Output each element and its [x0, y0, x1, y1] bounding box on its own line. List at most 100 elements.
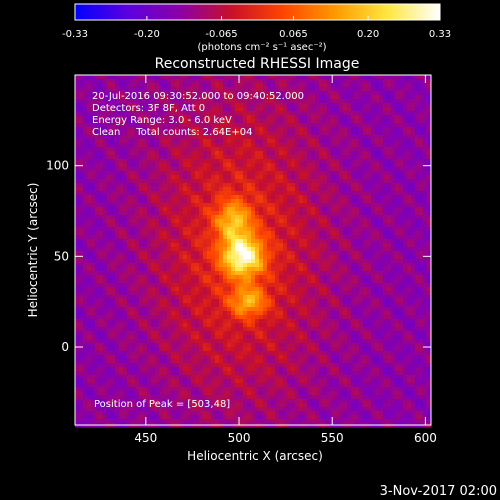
heatmap-pixel	[403, 187, 408, 192]
heatmap-pixel	[399, 103, 404, 108]
heatmap-pixel	[275, 87, 280, 92]
heatmap-pixel	[83, 243, 88, 248]
heatmap-pixel	[223, 211, 228, 216]
heatmap-pixel	[299, 131, 304, 136]
heatmap-pixel	[183, 119, 188, 124]
heatmap-pixel	[411, 227, 416, 232]
heatmap-pixel	[283, 107, 288, 112]
heatmap-pixel	[87, 151, 92, 156]
heatmap-pixel	[391, 91, 396, 96]
heatmap-pixel	[115, 119, 120, 124]
heatmap-pixel	[75, 171, 80, 176]
heatmap-pixel	[263, 187, 268, 192]
heatmap-pixel	[267, 295, 272, 300]
heatmap-pixel	[179, 155, 184, 160]
heatmap-pixel	[403, 235, 408, 240]
heatmap-pixel	[91, 291, 96, 296]
heatmap-pixel	[143, 119, 148, 124]
heatmap-pixel	[391, 111, 396, 116]
heatmap-pixel	[355, 167, 360, 172]
heatmap-pixel	[403, 123, 408, 128]
heatmap-pixel	[111, 155, 116, 160]
heatmap-pixel	[91, 147, 96, 152]
heatmap-pixel	[119, 283, 124, 288]
heatmap-pixel	[355, 87, 360, 92]
heatmap-pixel	[255, 235, 260, 240]
heatmap-pixel	[227, 295, 232, 300]
heatmap-pixel	[247, 163, 252, 168]
heatmap-pixel	[83, 179, 88, 184]
heatmap-pixel	[215, 107, 220, 112]
heatmap-pixel	[283, 187, 288, 192]
heatmap-pixel	[179, 131, 184, 136]
heatmap-pixel	[171, 215, 176, 220]
heatmap-pixel	[267, 107, 272, 112]
heatmap-pixel	[383, 207, 388, 212]
heatmap-pixel	[427, 271, 432, 276]
heatmap-pixel	[291, 215, 296, 220]
heatmap-pixel	[363, 179, 368, 184]
heatmap-pixel	[223, 259, 228, 264]
heatmap-pixel	[195, 243, 200, 248]
heatmap-pixel	[119, 215, 124, 220]
heatmap-pixel	[211, 87, 216, 92]
heatmap-pixel	[79, 183, 84, 188]
heatmap-pixel	[279, 183, 284, 188]
heatmap-pixel	[379, 227, 384, 232]
heatmap-pixel	[367, 175, 372, 180]
heatmap-pixel	[223, 235, 228, 240]
heatmap-pixel	[191, 179, 196, 184]
heatmap-pixel	[199, 247, 204, 252]
heatmap-pixel	[355, 75, 360, 80]
heatmap-pixel	[363, 215, 368, 220]
heatmap-pixel	[107, 243, 112, 248]
heatmap-pixel	[99, 131, 104, 136]
heatmap-pixel	[191, 271, 196, 276]
heatmap-pixel	[315, 95, 320, 100]
heatmap-pixel	[259, 103, 264, 108]
heatmap-pixel	[279, 187, 284, 192]
heatmap-pixel	[95, 235, 100, 240]
heatmap-pixel	[107, 79, 112, 84]
heatmap-pixel	[375, 75, 380, 80]
heatmap-pixel	[75, 147, 80, 152]
heatmap-pixel	[203, 211, 208, 216]
heatmap-pixel	[175, 151, 180, 156]
heatmap-pixel	[267, 111, 272, 116]
heatmap-pixel	[303, 159, 308, 164]
heatmap-pixel	[423, 155, 428, 160]
heatmap-pixel	[211, 75, 216, 80]
heatmap-pixel	[255, 223, 260, 228]
heatmap-pixel	[107, 155, 112, 160]
heatmap-pixel	[391, 227, 396, 232]
heatmap-pixel	[335, 123, 340, 128]
heatmap-pixel	[151, 211, 156, 216]
heatmap-pixel	[363, 123, 368, 128]
heatmap-pixel	[395, 271, 400, 276]
heatmap-pixel	[247, 191, 252, 196]
heatmap-pixel	[243, 255, 248, 260]
heatmap-pixel	[367, 163, 372, 168]
heatmap-pixel	[391, 171, 396, 176]
heatmap-pixel	[323, 135, 328, 140]
heatmap-pixel	[419, 279, 424, 284]
heatmap-pixel	[227, 259, 232, 264]
heatmap-pixel	[359, 263, 364, 268]
heatmap-pixel	[283, 179, 288, 184]
heatmap-pixel	[259, 147, 264, 152]
heatmap-pixel	[167, 263, 172, 268]
heatmap-pixel	[231, 91, 236, 96]
heatmap-pixel	[235, 95, 240, 100]
heatmap-pixel	[395, 139, 400, 144]
heatmap-pixel	[195, 119, 200, 124]
heatmap-pixel	[351, 263, 356, 268]
heatmap-pixel	[195, 143, 200, 148]
heatmap-pixel	[427, 175, 432, 180]
heatmap-pixel	[231, 147, 236, 152]
heatmap-pixel	[351, 75, 356, 80]
heatmap-pixel	[183, 131, 188, 136]
heatmap-pixel	[267, 87, 272, 92]
heatmap-pixel	[263, 171, 268, 176]
heatmap-pixel	[395, 183, 400, 188]
heatmap-pixel	[231, 103, 236, 108]
